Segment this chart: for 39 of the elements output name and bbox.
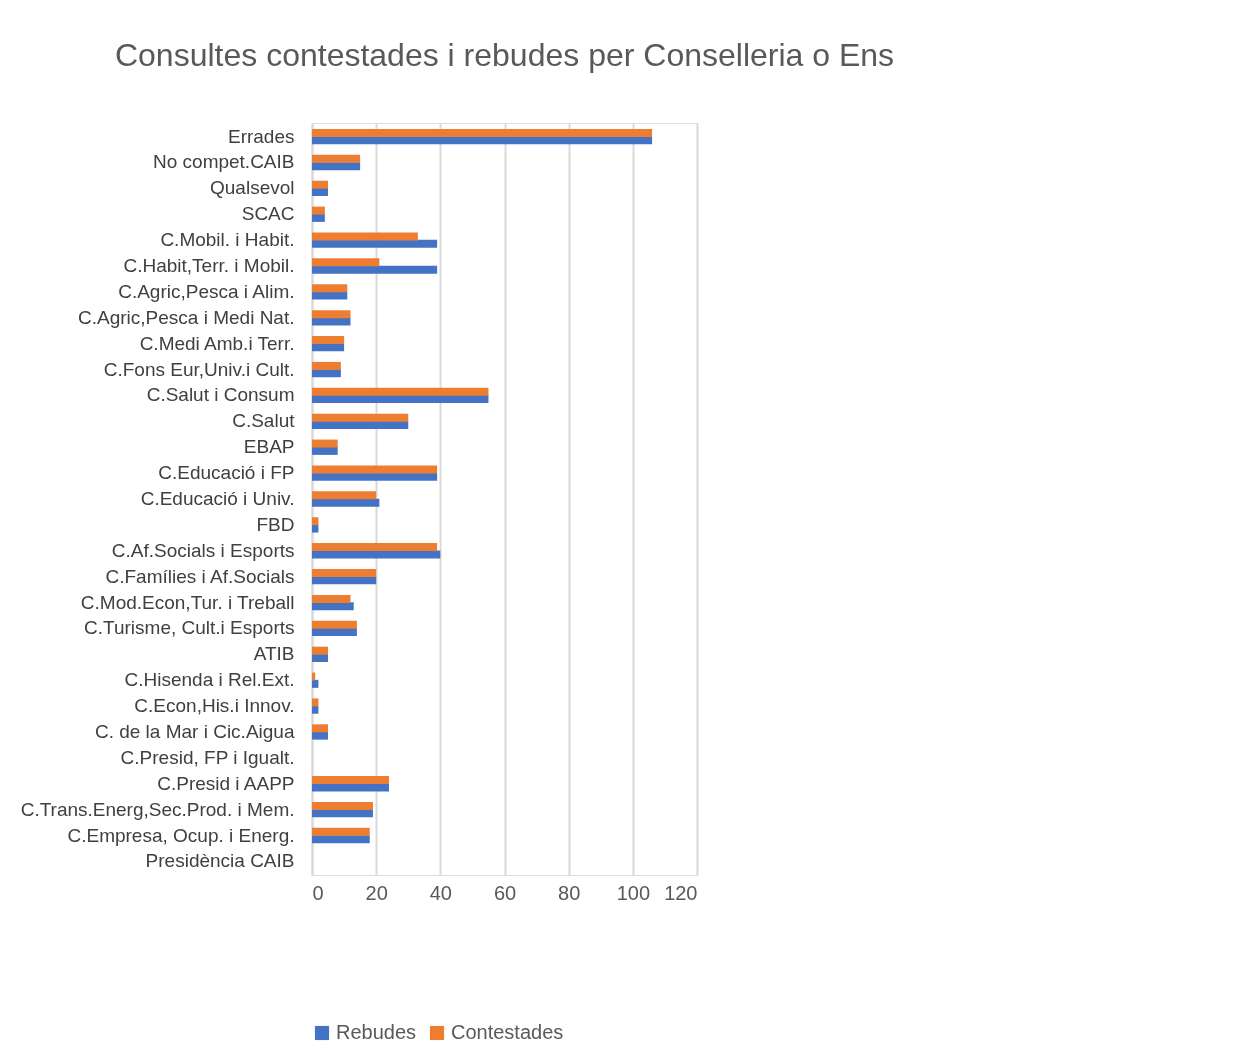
- y-tick-label: C.Turisme, Cult.i Esports: [84, 617, 295, 639]
- y-tick-label: C.Hisenda i Rel.Ext.: [124, 669, 295, 691]
- x-tick-label: 100: [616, 881, 651, 904]
- y-tick-label: C.Empresa, Ocup. i Energ.: [67, 824, 295, 846]
- y-tick-label: C.Fons Eur,Univ.i Cult.: [103, 358, 295, 380]
- y-tick-label: Presidència CAIB: [145, 850, 295, 872]
- y-tick-label: C.Agric,Pesca i Alim.: [118, 280, 295, 302]
- x-tick-label: 40: [429, 881, 452, 904]
- y-tick-label: C.Presid i AAPP: [157, 772, 295, 794]
- y-tick-label: C.Famílies i Af.Socials: [105, 565, 295, 587]
- y-tick-label: C.Educació i Univ.: [140, 488, 295, 509]
- y-tick-label: C.Presid, FP i Igualt.: [120, 746, 295, 768]
- y-tick-label: ATIB: [253, 643, 295, 665]
- y-tick-label: C.Habit,Terr. i Mobil.: [123, 255, 295, 277]
- x-tick-label: 60: [493, 881, 517, 904]
- y-tick-label: C.Medi Amb.i Terr.: [139, 332, 295, 354]
- y-tick-label: C.Trans.Energ,Sec.Prod. i Mem.: [20, 798, 295, 820]
- y-tick-label: Qualsevol: [210, 177, 295, 199]
- y-tick-label: Errades: [227, 125, 295, 147]
- y-tick-label: EBAP: [243, 436, 295, 458]
- y-tick-label: C.Af.Socials i Esports: [111, 539, 295, 561]
- chart-title: Consultes contestades i rebudes per Conselleria o Ens: [114, 37, 895, 73]
- y-tick-label: C.Educació i FP: [158, 462, 295, 484]
- x-tick-label: 20: [365, 881, 388, 904]
- y-tick-label: C.Agric,Pesca i Medi Nat.: [78, 306, 295, 328]
- legend-label: Contestades: [451, 1021, 564, 1043]
- x-tick-label: 80: [558, 881, 581, 904]
- y-tick-label: C.Mod.Econ,Tur. i Treball: [80, 591, 295, 613]
- y-tick-label: C.Salut: [232, 410, 296, 432]
- y-tick-label: No compet.CAIB: [153, 151, 295, 173]
- y-tick-label: FBD: [256, 513, 295, 535]
- y-tick-label: C.Econ,His.i Innov.: [134, 695, 295, 717]
- x-tick-label: 120: [664, 881, 698, 904]
- x-tick-label: 0: [312, 881, 324, 904]
- y-tick-label: SCAC: [241, 203, 295, 225]
- y-tick-label: C. de la Mar i Cic.Aigua: [94, 720, 295, 742]
- y-tick-label: C.Mobil. i Habit.: [160, 229, 295, 251]
- legend-label: Rebudes: [336, 1021, 417, 1043]
- y-tick-label: C.Salut i Consum: [146, 384, 295, 406]
